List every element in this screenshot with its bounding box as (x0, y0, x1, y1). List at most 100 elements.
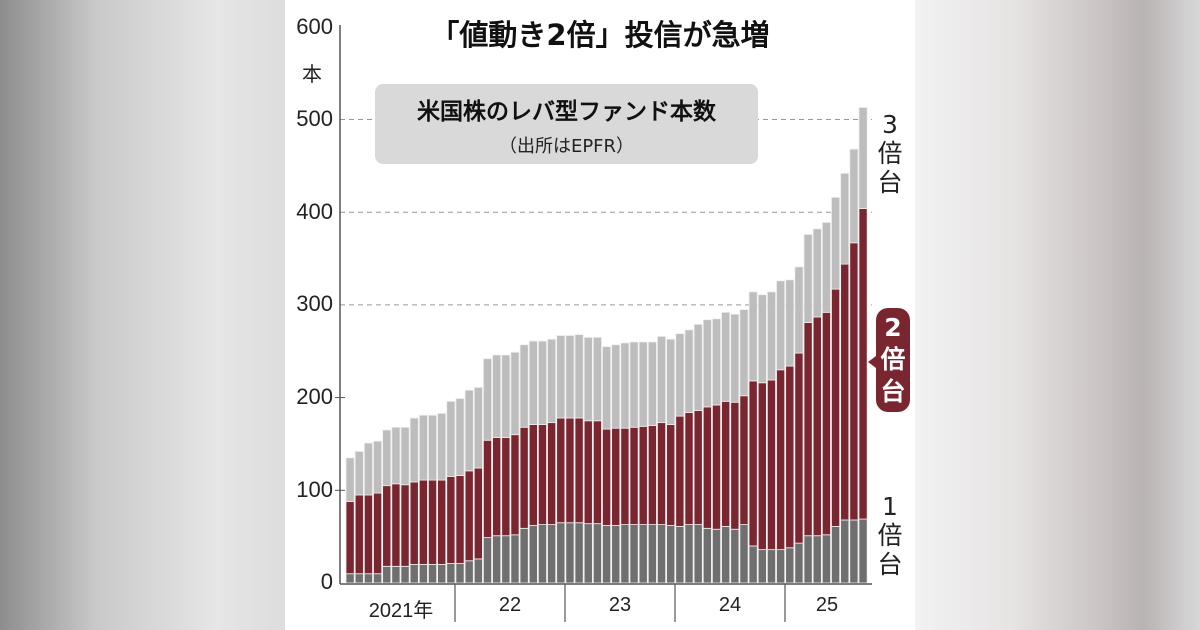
bar-one-x (702, 527, 712, 584)
bar-one-x (592, 523, 602, 584)
label-1x-char: 1 (882, 492, 898, 521)
bar-three-x (684, 329, 694, 413)
bar-one-x (400, 565, 410, 584)
bar-two-x (592, 420, 602, 525)
bar-three-x (556, 335, 566, 419)
bar-two-x (537, 424, 547, 525)
bar-three-x (766, 291, 776, 381)
bar-three-x (354, 450, 364, 496)
label-1x-char: 台 (877, 550, 903, 579)
bar-three-x (537, 340, 547, 425)
bar-three-x (647, 341, 657, 426)
bar-one-x (565, 522, 575, 584)
bar-two-x (345, 501, 355, 575)
bar-two-x (519, 426, 529, 529)
bar-one-x (473, 558, 483, 584)
bar-one-x (739, 524, 749, 584)
bar-one-x (748, 545, 758, 584)
bar-one-x (684, 524, 694, 584)
bar-three-x (382, 429, 392, 487)
bar-two-x (400, 484, 410, 567)
bar-three-x (437, 412, 447, 481)
label-2x: 2 倍 台 (868, 308, 910, 412)
bar-three-x (455, 398, 465, 476)
bar-two-x (712, 404, 722, 530)
y-tick-label: 600 (296, 14, 333, 39)
bar-three-x (428, 414, 438, 481)
bar-two-x (803, 322, 813, 537)
y-tick-label: 500 (296, 106, 333, 131)
bar-three-x (748, 291, 758, 382)
bar-two-x (611, 427, 621, 526)
chart-title: 「値動き2倍」投信が急増 (430, 18, 770, 52)
y-tick-label: 100 (296, 477, 333, 502)
bar-one-x (803, 535, 813, 584)
bar-three-x (849, 148, 859, 244)
bar-three-x (840, 172, 850, 265)
bar-one-x (849, 519, 859, 584)
label-1x-char: 倍 (877, 521, 903, 550)
bar-one-x (776, 549, 786, 584)
bar-three-x (464, 389, 474, 472)
bar-three-x (803, 234, 813, 323)
label-3x-char: 台 (877, 168, 903, 197)
y-tick-label: 400 (296, 199, 333, 224)
bar-two-x (382, 485, 392, 567)
background-right (915, 0, 1200, 630)
bar-two-x (565, 417, 575, 524)
bar-two-x (785, 365, 795, 549)
bar-three-x (418, 414, 428, 481)
y-tick-label: 200 (296, 384, 333, 409)
bar-two-x (666, 424, 676, 526)
bar-two-x (455, 475, 465, 564)
bar-two-x (501, 437, 511, 537)
bar-two-x (473, 467, 483, 560)
bar-two-x (373, 492, 383, 575)
label-2x-char: 倍 (880, 345, 906, 374)
label-1x: 1 倍 台 (872, 492, 908, 579)
bar-one-x (409, 564, 419, 584)
bar-two-x (684, 412, 694, 525)
label-3x-char: 倍 (877, 139, 903, 168)
bar-one-x (446, 563, 456, 584)
bar-two-x (821, 311, 831, 536)
legend-box: 米国株のレバ型ファンド本数 （出所はEPFR） (375, 84, 758, 164)
bar-three-x (785, 279, 795, 367)
bar-three-x (675, 333, 685, 417)
bar-three-x (638, 341, 648, 427)
bar-one-x (602, 525, 612, 584)
bar-one-x (831, 526, 841, 584)
bar-one-x (382, 565, 392, 584)
bar-three-x (409, 417, 419, 483)
bar-two-x (702, 406, 712, 529)
bar-three-x (693, 323, 703, 411)
legend-title: 米国株のレバ型ファンド本数 (417, 99, 716, 125)
bar-one-x (840, 519, 850, 584)
bar-two-x (391, 483, 401, 567)
bar-two-x (482, 439, 492, 538)
bar-one-x (556, 522, 566, 584)
bar-two-x (776, 369, 786, 551)
bar-two-x (602, 428, 612, 526)
bar-three-x (446, 400, 456, 477)
bar-three-x (739, 309, 749, 397)
bar-three-x (547, 338, 557, 424)
bar-two-x (840, 263, 850, 521)
source-note: （出所はEPFR） (498, 136, 635, 157)
bar-three-x (363, 442, 373, 496)
bar-one-x (712, 528, 722, 584)
bar-three-x (482, 358, 492, 441)
bar-one-x (785, 547, 795, 584)
bar-one-x (482, 537, 492, 584)
bar-three-x (858, 107, 868, 209)
bar-three-x (776, 280, 786, 371)
y-tick-label: 0 (320, 569, 333, 594)
bar-one-x (794, 542, 804, 584)
bar-one-x (638, 524, 648, 584)
bar-two-x (528, 424, 538, 526)
bar-one-x (418, 564, 428, 584)
label-3x: 3 倍 台 (872, 110, 908, 197)
bar-one-x (363, 573, 373, 584)
bar-three-x (400, 426, 410, 486)
bar-two-x (647, 425, 657, 525)
